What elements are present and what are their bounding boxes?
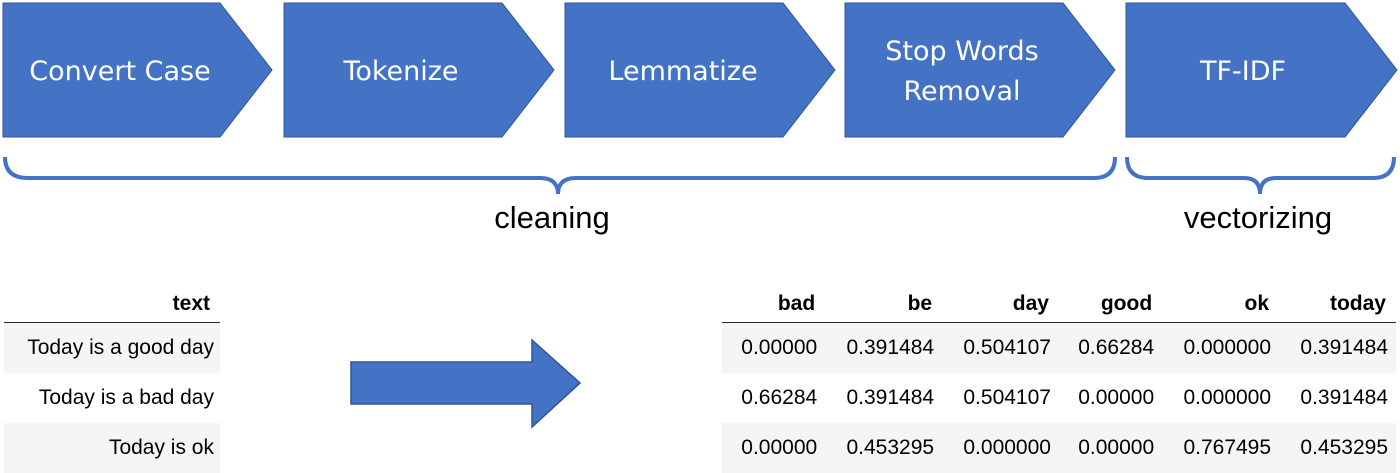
table-row: Today is a good day (4, 322, 220, 373)
table-cell: 0.504107 (963, 386, 1051, 409)
table-cell: 0.391484 (846, 336, 935, 359)
table-cell: 0.453295 (846, 436, 935, 459)
step-shape (1125, 2, 1398, 138)
table-cell: 0.504107 (963, 336, 1051, 359)
step-label: Stop Words (885, 36, 1038, 67)
cleaning-label: cleaning (494, 200, 609, 235)
column-header-text: text (172, 292, 210, 315)
table-cell: 0.000000 (1183, 336, 1272, 359)
table-cell: Today is a bad day (38, 386, 214, 409)
table-header-row: text (4, 280, 220, 323)
step-label: Lemmatize (608, 56, 757, 87)
table-cell: 0.66284 (741, 386, 818, 409)
step-label: TF-IDF (1199, 56, 1286, 87)
table-cell: Today is a good day (27, 336, 214, 359)
table-cell: 0.00000 (1078, 436, 1155, 459)
pipeline-step-tokenize: Tokenize (283, 2, 555, 138)
table-row: Today is a bad day (4, 373, 220, 423)
table-cell: 0.391484 (1300, 336, 1388, 359)
step-label: Tokenize (342, 56, 458, 87)
column-header: bad (777, 292, 816, 315)
tfidf-output-table: bad be day good ok today 0.00000 0.39148… (722, 280, 1396, 473)
table-cell: 0.000000 (963, 436, 1051, 459)
table-row: 0.00000 0.453295 0.000000 0.00000 0.7674… (722, 423, 1396, 473)
vectorizing-label: vectorizing (1184, 200, 1332, 235)
cleaning-bracket (3, 156, 1117, 195)
table-row: 0.66284 0.391484 0.504107 0.00000 0.0000… (722, 373, 1396, 423)
table-cell: 0.00000 (741, 436, 818, 459)
column-header: good (1100, 292, 1153, 315)
table-cell: 0.66284 (1078, 336, 1155, 359)
column-header: today (1329, 292, 1386, 315)
step-label-line-2: Removal (903, 76, 1020, 107)
input-text-table: text Today is a good day Today is a bad … (4, 280, 220, 473)
step-label: Convert Case (29, 56, 210, 87)
table-cell: 0.00000 (741, 336, 818, 359)
table-header-row: bad be day good ok today (722, 280, 1396, 323)
pipeline-step-convert-case: Convert Case (2, 2, 273, 138)
table-cell: Today is ok (108, 436, 214, 459)
table-cell: 0.00000 (1078, 386, 1155, 409)
table-cell: 0.453295 (1300, 436, 1388, 459)
transform-arrow (350, 338, 582, 429)
step-shape (844, 2, 1116, 138)
column-header: be (907, 292, 933, 315)
step-shape (564, 2, 836, 138)
pipeline-step-stop-words-removal: Stop Words Removal (844, 2, 1116, 138)
column-header: day (1012, 292, 1049, 315)
pipeline-step-tf-idf: TF-IDF (1125, 2, 1398, 138)
table-row: Today is ok (4, 423, 220, 473)
column-header: ok (1244, 292, 1270, 315)
step-shape (2, 2, 273, 138)
table-row: 0.00000 0.391484 0.504107 0.66284 0.0000… (722, 322, 1396, 373)
vectorizing-bracket (1125, 156, 1396, 195)
table-cell: 0.391484 (1300, 386, 1388, 409)
step-shape (283, 2, 555, 138)
table-cell: 0.767495 (1183, 436, 1272, 459)
table-cell: 0.000000 (1183, 386, 1272, 409)
pipeline-step-lemmatize: Lemmatize (564, 2, 836, 138)
table-cell: 0.391484 (846, 386, 935, 409)
